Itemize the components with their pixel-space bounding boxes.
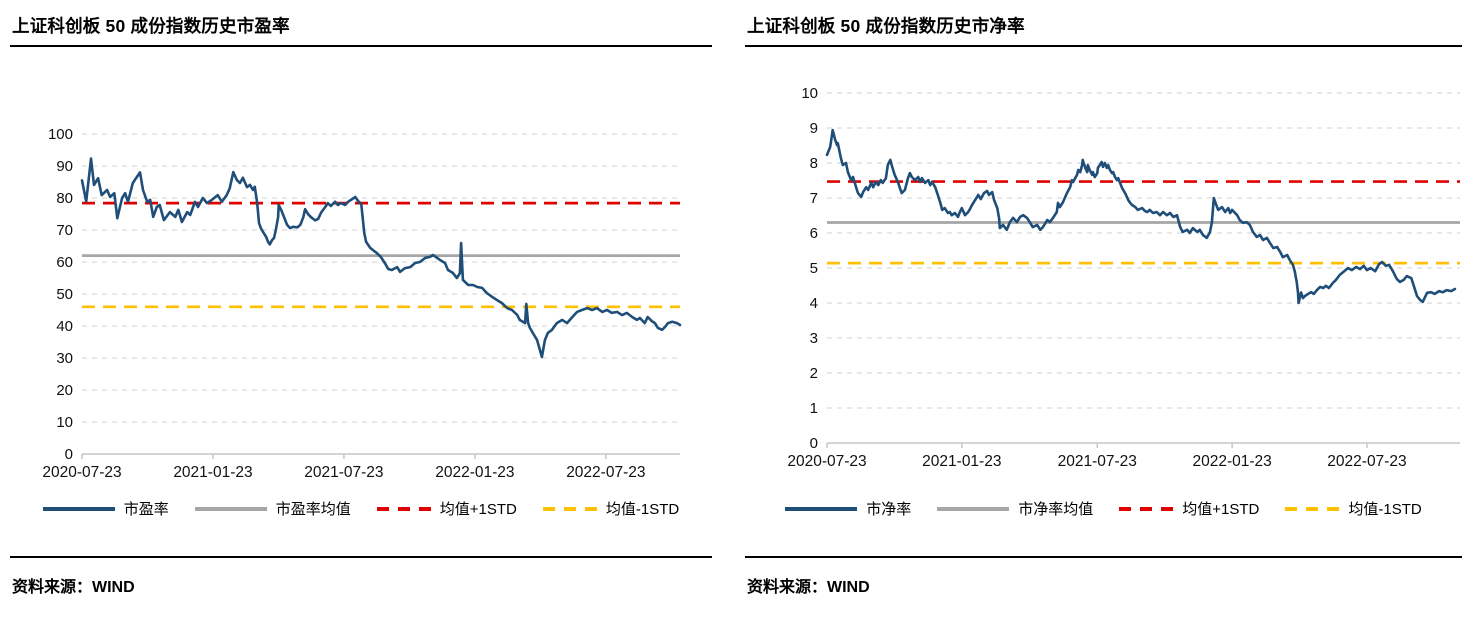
y-axis-tick-label: 40 bbox=[56, 318, 73, 335]
page-title: 上证科创板 50 成份指数历史市净率 bbox=[747, 16, 1025, 36]
pe-legend: 市盈率 市盈率均值 均值+1STD 均值-1STD bbox=[10, 498, 712, 519]
yellow-dashed-line-icon bbox=[542, 506, 597, 511]
y-axis-tick-label: 10 bbox=[801, 85, 818, 102]
red-dashed-line-icon bbox=[1119, 506, 1174, 511]
x-axis-tick-label: 2021-01-23 bbox=[922, 453, 1001, 470]
source-divider bbox=[745, 556, 1462, 558]
legend-item-minus1std: 均值-1STD bbox=[542, 498, 680, 519]
legend-label: 均值+1STD bbox=[1182, 501, 1260, 518]
y-axis-tick-label: 100 bbox=[48, 126, 73, 143]
legend-label: 市净率均值 bbox=[1018, 501, 1094, 518]
gray-solid-line-icon bbox=[194, 506, 267, 511]
x-axis-tick-label: 2021-07-23 bbox=[304, 464, 383, 481]
y-axis-tick-label: 20 bbox=[56, 382, 73, 399]
legend-label: 市盈率 bbox=[123, 501, 169, 518]
data-series-line bbox=[825, 128, 1457, 305]
legend-label: 市盈率均值 bbox=[275, 501, 351, 518]
y-axis-tick-label: 80 bbox=[56, 190, 73, 207]
red-dashed-line-icon bbox=[376, 506, 431, 511]
pb-legend: 市净率 市净率均值 均值+1STD 均值-1STD bbox=[745, 498, 1462, 519]
legend-item-pb-mean: 市净率均值 bbox=[937, 498, 1093, 519]
navy-solid-line-icon bbox=[42, 506, 115, 511]
legend-item-plus1std: 均值+1STD bbox=[376, 498, 517, 519]
y-axis-tick-label: 5 bbox=[810, 260, 818, 277]
y-axis-tick-label: 2 bbox=[810, 365, 818, 382]
page-title: 上证科创板 50 成份指数历史市盈率 bbox=[12, 16, 290, 36]
pe-ratio-panel: 上证科创板 50 成份指数历史市盈率 0 10 20 30 40 50 60 70 80 90 10… bbox=[10, 0, 712, 617]
x-axis-tick-label: 2022-07-23 bbox=[566, 464, 645, 481]
navy-solid-line-icon bbox=[785, 506, 858, 511]
pb-ratio-panel: 上证科创板 50 成份指数历史市净率 0 1 2 3 4 5 6 7 8 9 10 2020-07-2… bbox=[745, 0, 1462, 617]
y-axis-tick-label: 60 bbox=[56, 254, 73, 271]
y-axis-tick-label: 50 bbox=[56, 286, 73, 303]
data-series-line bbox=[80, 157, 682, 359]
y-axis-tick-label: 1 bbox=[810, 400, 818, 417]
x-axis-tick-label: 2022-07-23 bbox=[1327, 453, 1406, 470]
y-axis-tick-label: 0 bbox=[65, 446, 73, 463]
y-axis-tick-label: 0 bbox=[810, 435, 818, 452]
y-axis-tick-label: 6 bbox=[810, 225, 818, 242]
pb-line-chart: 0 1 2 3 4 5 6 7 8 9 10 2020-07-23 2021-01-23 2021-07-… bbox=[787, 85, 1460, 470]
x-axis-tick-label: 2021-01-23 bbox=[173, 464, 252, 481]
yellow-dashed-line-icon bbox=[1285, 506, 1340, 511]
title-divider bbox=[745, 45, 1462, 47]
source-note: 资料来源：WIND bbox=[12, 579, 135, 596]
y-axis-tick-label: 4 bbox=[810, 295, 818, 312]
legend-label: 均值-1STD bbox=[605, 501, 680, 518]
x-axis-tick-label: 2020-07-23 bbox=[42, 464, 121, 481]
x-axis-tick-label: 2022-01-23 bbox=[435, 464, 514, 481]
y-axis-tick-label: 30 bbox=[56, 350, 73, 367]
y-axis-tick-label: 90 bbox=[56, 158, 73, 175]
y-axis-tick-label: 3 bbox=[810, 330, 818, 347]
y-axis-tick-label: 70 bbox=[56, 222, 73, 239]
y-axis-tick-label: 10 bbox=[56, 414, 73, 431]
title-divider bbox=[10, 45, 712, 47]
legend-label: 均值+1STD bbox=[439, 501, 517, 518]
legend-item-pb: 市净率 bbox=[785, 498, 911, 519]
legend-item-pe-mean: 市盈率均值 bbox=[194, 498, 351, 519]
legend-item-plus1std: 均值+1STD bbox=[1119, 498, 1259, 519]
legend-label: 市净率 bbox=[866, 501, 912, 518]
y-axis-tick-label: 9 bbox=[810, 120, 818, 137]
legend-item-pe: 市盈率 bbox=[42, 498, 169, 519]
source-note: 资料来源：WIND bbox=[747, 579, 870, 596]
pe-line-chart: 0 10 20 30 40 50 60 70 80 90 100 2020-07-23 2021-01-… bbox=[42, 126, 682, 481]
x-axis-tick-label: 2020-07-23 bbox=[787, 453, 866, 470]
legend-item-minus1std: 均值-1STD bbox=[1285, 498, 1422, 519]
legend-label: 均值-1STD bbox=[1348, 501, 1422, 518]
y-axis-tick-label: 7 bbox=[810, 190, 818, 207]
x-axis-tick-label: 2021-07-23 bbox=[1058, 453, 1137, 470]
y-axis-tick-label: 8 bbox=[810, 155, 818, 172]
source-divider bbox=[10, 556, 712, 558]
gray-solid-line-icon bbox=[937, 506, 1010, 511]
x-axis-tick-label: 2022-01-23 bbox=[1192, 453, 1271, 470]
